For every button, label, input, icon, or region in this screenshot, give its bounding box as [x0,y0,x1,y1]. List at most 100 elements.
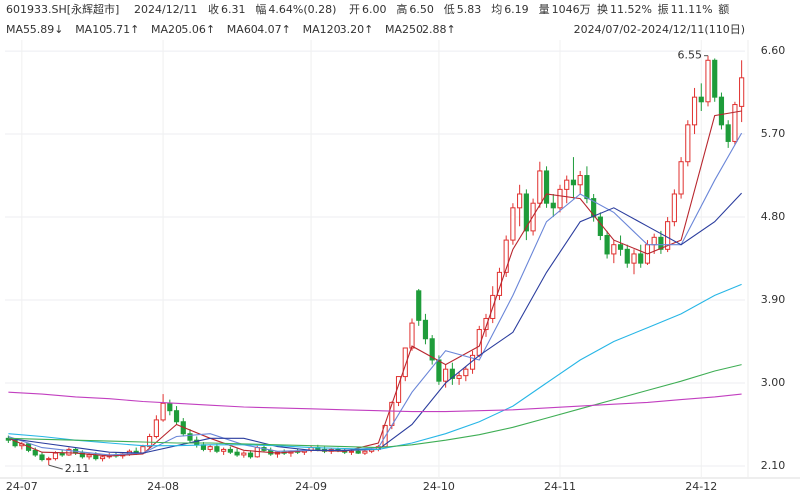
candle-body [665,221,671,250]
legend-value: 5.89↓ [30,23,64,36]
candle-body [79,452,85,458]
date: 2024/12/11 [134,3,197,16]
candle-body [691,96,698,126]
ma-line [8,110,742,457]
candle-body [221,448,227,452]
candle-body [483,317,489,331]
candle-body [611,244,617,255]
info-value: 6.31 [221,3,246,16]
candle-body [537,170,543,204]
annotation-leader [48,464,63,470]
legend-name: MA60 [227,23,258,36]
date-range: 2024/07/02-2024/12/11(110日) [574,23,745,36]
info-value: 11.52% [610,3,652,16]
x-tick-label: 24-08 [147,480,179,493]
candle-body [510,207,516,241]
legend-name: MA120 [303,23,341,36]
x-tick-label: 24-09 [295,480,327,493]
y-tick-label: 4.80 [761,210,786,223]
candle-body [584,175,590,200]
candle-body [86,454,92,458]
candle-body [651,236,657,246]
candle-body [739,77,745,107]
candle-body [147,436,153,448]
candle-body [422,319,429,340]
candle-body [436,359,442,382]
candle-body [355,450,361,454]
info-label: 换 [597,2,608,16]
candle-body [362,450,368,454]
candle-body [550,202,556,209]
ma-line [8,283,742,450]
candle-body [160,402,166,421]
candle-body [671,193,677,223]
candle-body [543,170,550,204]
candle-body [429,338,435,361]
candle-body [685,124,691,163]
info-label: 收 [208,2,219,16]
info-label: 额 [718,3,729,16]
legend-name: MA10 [75,23,106,36]
candle-body [718,96,725,126]
candle-body [241,452,247,456]
candle-body [46,458,52,461]
candle-body [523,193,529,232]
x-tick-label: 24-10 [423,480,455,493]
y-tick-label: 2.10 [761,459,786,472]
candle-body [463,368,469,377]
legend-value: 5.71↑ [106,23,140,36]
candle-body [604,234,610,255]
candle-body [732,104,738,142]
legend-value: 2.88↑ [422,23,456,36]
ma-line [8,391,742,413]
candle-body [93,454,99,460]
candle-body [557,188,563,209]
candle-body [678,161,684,195]
info-value: 6.50 [409,3,434,16]
info-label: 幅 [255,3,266,16]
candle-body [66,448,72,456]
candle-body [153,419,159,438]
y-tick-label: 5.70 [761,127,786,140]
candle-body [624,248,630,264]
annotation: 6.55 [678,49,703,62]
candle-body [59,452,65,456]
annotation: 2.11 [65,462,90,475]
info-label: 均 [491,3,502,16]
info-label: 低 [444,3,455,16]
candle-body [167,402,173,412]
legend-name: MA5 [6,23,30,36]
candle-body [173,410,180,423]
candle-body [725,124,731,142]
info-value: 1046万 [552,3,591,16]
legend-name: MA20 [151,23,182,36]
legend-value: 3.20↑ [340,23,374,36]
candle-body [99,456,106,460]
info-label: 振 [658,2,669,16]
info-value: 11.11% [671,3,713,16]
candle-body [402,347,408,378]
candle-body [496,271,503,296]
candle-body [348,450,355,453]
y-tick-label: 3.90 [761,293,786,306]
info-label: 量 [539,3,550,16]
symbol: 601933.SH[永辉超市] [6,2,119,16]
candle-body [698,96,704,103]
info-value: 6.00 [362,3,387,16]
candle-body [409,322,415,349]
candle-body [517,193,523,209]
candle-body [247,452,254,458]
legend-name: MA250 [385,23,423,36]
legend-value: 4.07↑ [257,23,291,36]
candle-body [234,451,240,456]
candle-body [577,175,583,186]
candle-body [443,368,449,382]
candle-body [456,375,462,379]
candle-body [254,447,260,458]
candle-body [638,253,644,264]
candle-body [227,448,233,453]
info-label: 开 [349,3,360,16]
info-label: 高 [396,2,407,16]
